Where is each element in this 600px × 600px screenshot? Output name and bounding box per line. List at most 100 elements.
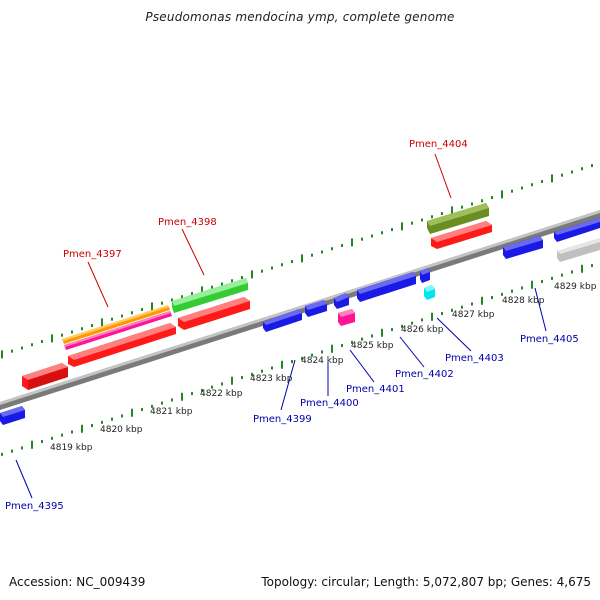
outer-ruler-tick	[261, 269, 263, 273]
outer-ruler-tick	[71, 330, 73, 334]
outer-ruler-tick	[501, 190, 503, 199]
inner-ruler-tick	[91, 424, 93, 428]
inner-ruler-tick	[191, 392, 193, 396]
outer-ruler-tick	[591, 164, 593, 168]
gene-label-pmen-4399[interactable]: Pmen_4399	[253, 414, 312, 425]
forward-genes	[22, 203, 492, 390]
inner-ruler-tick	[131, 408, 133, 417]
outer-ruler-tick	[541, 180, 543, 184]
outer-ruler-tick	[311, 253, 313, 257]
inner-ruler-tick	[211, 385, 213, 389]
inner-ruler-tick	[351, 340, 353, 344]
outer-ruler-tick	[91, 324, 93, 328]
outer-ruler-tick	[481, 199, 483, 203]
inner-ruler-tick	[511, 289, 513, 293]
outer-ruler-tick	[51, 334, 53, 343]
inner-ruler-tick	[241, 376, 243, 380]
outer-ruler-tick	[21, 346, 23, 350]
gene-label-pmen-4395[interactable]: Pmen_4395	[5, 501, 64, 512]
inner-ruler-tick	[81, 424, 83, 433]
outer-ruler-tick	[411, 221, 413, 225]
inner-ruler-tick	[381, 328, 383, 337]
gene-label-pmen-4405[interactable]: Pmen_4405	[520, 334, 579, 345]
inner-ruler-tick	[31, 440, 33, 449]
outer-ruler-tick	[381, 231, 383, 235]
gene-pmen-4405[interactable]	[503, 236, 543, 259]
gene-pmen-4398[interactable]	[172, 278, 248, 313]
gene-pmen-4399[interactable]	[263, 309, 302, 332]
gene-pmen-4396[interactable]	[22, 363, 68, 390]
gene-pmen-4397-magenta[interactable]	[64, 311, 172, 350]
outer-ruler-tick	[141, 308, 143, 312]
outer-ruler-tick	[211, 285, 213, 289]
outer-ruler-tick	[511, 189, 513, 193]
gene-pmen-4401-pink[interactable]	[338, 309, 355, 326]
inner-ruler-tick	[261, 369, 263, 373]
kbp-label: 4829 kbp	[554, 282, 597, 292]
kbp-labels: 4819 kbp 4820 kbp 4821 kbp 4822 kbp 4823…	[50, 282, 597, 453]
inner-ruler-tick	[61, 433, 63, 437]
inner-ruler-tick	[441, 312, 443, 316]
kbp-label: 4828 kbp	[502, 296, 545, 306]
gene-label-pmen-4403[interactable]: Pmen_4403	[445, 353, 504, 364]
gene-pmen-4401-blue[interactable]	[334, 293, 349, 309]
gene-pmen-4403-cyan[interactable]	[424, 285, 435, 300]
outer-ruler-tick	[401, 222, 403, 231]
gene-pmen-4404[interactable]	[427, 203, 489, 234]
outer-ruler-tick	[351, 238, 353, 247]
kbp-label: 4824 kbp	[301, 356, 344, 366]
outer-ruler-tick	[61, 333, 63, 337]
inner-ruler-tick	[371, 334, 373, 338]
outer-ruler-tick	[431, 215, 433, 219]
inner-ruler-tick	[561, 273, 563, 277]
gene-pmen-4404-red[interactable]	[431, 221, 492, 249]
outer-ruler-tick	[421, 218, 423, 222]
outer-ruler-tick	[221, 282, 223, 286]
outer-ruler-tick	[451, 206, 453, 215]
gene-pmen-4398-red[interactable]	[178, 297, 250, 330]
outer-ruler-tick	[101, 318, 103, 327]
inner-ruler-tick	[71, 430, 73, 434]
gene-pmen-4406-blue[interactable]	[554, 218, 600, 242]
gene-pmen-4406-grey[interactable]	[557, 238, 600, 262]
gene-pmen-4402[interactable]	[357, 272, 416, 302]
inner-ruler-tick	[361, 337, 363, 341]
outer-ruler-tick	[531, 183, 533, 187]
gene-label-pmen-4398[interactable]: Pmen_4398	[158, 217, 217, 228]
inner-ruler-tick	[341, 344, 343, 348]
gene-pmen-4403-blue[interactable]	[420, 268, 430, 283]
inner-ruler-tick	[581, 264, 583, 273]
outer-ruler-tick	[231, 279, 233, 283]
kbp-label: 4820 kbp	[100, 425, 143, 435]
reverse-genes	[0, 218, 600, 425]
outer-ruler-tick	[551, 174, 553, 183]
kbp-label: 4819 kbp	[50, 443, 93, 453]
gene-pmen-4397-orange[interactable]	[62, 305, 170, 344]
gene-label-pmen-4397[interactable]: Pmen_4397	[63, 249, 122, 260]
gene-pmen-4395[interactable]	[0, 406, 25, 425]
gene-label-pmen-4404[interactable]: Pmen_4404	[409, 139, 468, 150]
inner-ruler-tick	[491, 296, 493, 300]
kbp-label: 4823 kbp	[250, 374, 293, 384]
outer-ruler-tick	[581, 167, 583, 171]
inner-ruler-tick	[461, 305, 463, 309]
outer-ruler-tick	[161, 301, 163, 305]
outer-ruler-tick	[571, 170, 573, 174]
label-connectors	[15, 153, 547, 499]
inner-ruler-tick	[481, 296, 483, 305]
genome-summary-text: Topology: circular; Length: 5,072,807 bp…	[261, 575, 591, 589]
outer-ruler-tick	[31, 343, 33, 347]
gene-pmen-4400[interactable]	[305, 300, 327, 317]
gene-label-pmen-4401[interactable]: Pmen_4401	[346, 384, 405, 395]
inner-ruler-tick	[521, 286, 523, 290]
inner-ruler-tick	[421, 318, 423, 322]
inner-ruler-tick	[311, 353, 313, 357]
inner-ruler-tick	[391, 328, 393, 332]
kbp-label: 4827 kbp	[452, 310, 495, 320]
outer-ruler-tick	[461, 205, 463, 209]
gene-pmen-4397-red[interactable]	[68, 323, 176, 367]
gene-label-pmen-4400[interactable]: Pmen_4400	[300, 398, 359, 409]
inner-ruler-tick	[1, 452, 3, 456]
outer-ruler-tick	[201, 286, 203, 295]
gene-label-pmen-4402[interactable]: Pmen_4402	[395, 369, 454, 380]
